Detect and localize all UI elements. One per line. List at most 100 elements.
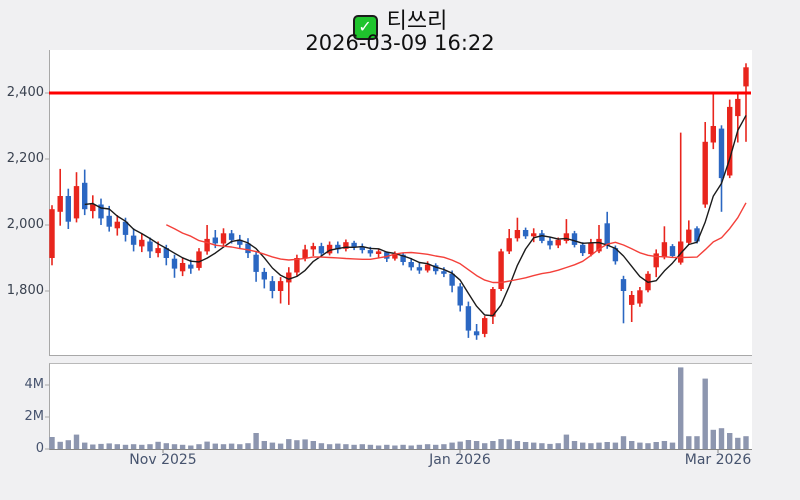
ma-short-line: [84, 115, 747, 317]
candle-body: [531, 233, 537, 237]
volume-bar: [522, 442, 529, 449]
volume-bar: [743, 436, 749, 449]
volume-bar: [678, 367, 684, 449]
volume-bar: [408, 445, 414, 449]
volume-bar: [130, 444, 137, 449]
candle-body: [286, 272, 292, 283]
ma-long-line: [165, 202, 747, 284]
candle-body: [457, 286, 463, 306]
candle-body: [196, 251, 202, 268]
volume-bar: [596, 442, 602, 449]
volume-bar: [106, 443, 112, 449]
candle-body: [179, 263, 186, 272]
volume-bar: [188, 445, 194, 449]
candle-body: [204, 238, 210, 252]
volume-bar: [375, 445, 382, 449]
volume-bar: [637, 442, 643, 449]
candle-body: [498, 251, 504, 289]
volume-plot-area: [49, 363, 752, 450]
price-axis-label: 1,800: [6, 283, 44, 298]
candle-body: [237, 239, 243, 245]
candle-body: [727, 106, 733, 176]
volume-bar: [433, 444, 439, 449]
candle-body: [245, 243, 251, 254]
candle-body: [465, 306, 472, 331]
candle-body: [620, 279, 627, 291]
volume-bar: [629, 441, 635, 449]
date-axis-label: Mar 2026: [684, 452, 752, 468]
volume-bar: [531, 442, 537, 449]
volume-bar: [196, 444, 202, 449]
candle-body: [130, 235, 137, 245]
candle-body: [735, 98, 741, 117]
candle-body: [375, 251, 382, 254]
volume-bar: [694, 436, 700, 449]
candle-body: [326, 244, 333, 254]
candle-body: [563, 233, 570, 241]
volume-bar: [580, 442, 586, 449]
candle-body: [547, 240, 553, 246]
candle-body: [392, 254, 398, 259]
check-icon: ✓: [352, 15, 378, 40]
volume-bar: [547, 443, 553, 449]
candle-body: [702, 141, 708, 205]
volume-bar: [702, 378, 708, 449]
candle-body: [678, 241, 684, 263]
volume-bar: [163, 443, 169, 449]
candle-body: [514, 230, 521, 239]
candle-body: [114, 221, 120, 229]
volume-bar: [645, 443, 651, 449]
volume-bar: [122, 444, 129, 449]
candle-body: [318, 246, 325, 254]
candle-body: [441, 271, 447, 274]
candle-body: [669, 246, 676, 256]
volume-bar: [114, 444, 120, 449]
candle-body: [188, 264, 194, 269]
candle-body: [228, 233, 235, 240]
candle-body: [400, 254, 406, 262]
candle-body: [163, 248, 169, 258]
candle-body: [433, 265, 439, 272]
candle-body: [490, 289, 496, 317]
candle-body: [661, 242, 668, 258]
candle-body: [473, 331, 480, 336]
candle-body: [82, 182, 88, 210]
date-axis-label: Nov 2025: [129, 452, 197, 468]
candle-body: [106, 215, 112, 227]
candle-body: [424, 264, 431, 271]
volume-bar: [335, 443, 341, 449]
candle-body: [539, 233, 545, 241]
volume-bar: [416, 444, 423, 449]
volume-axis-label: 0: [35, 441, 44, 456]
volume-axis-label: 4M: [24, 377, 45, 392]
volume-bar: [473, 441, 480, 449]
candle-body: [743, 67, 749, 87]
volume-bar: [588, 443, 594, 449]
candle-body: [294, 258, 300, 273]
candle-body: [384, 252, 390, 259]
candle-body: [637, 290, 643, 304]
volume-bar: [612, 442, 619, 449]
volume-bar: [171, 444, 178, 449]
volume-bar: [343, 444, 349, 449]
candle-body: [718, 128, 725, 179]
stock-name: 티쓰리: [386, 9, 448, 34]
candle-body: [90, 204, 96, 212]
candle-body: [408, 262, 414, 268]
volume-bar: [310, 441, 316, 449]
candle-body: [220, 233, 227, 244]
volume-bar: [384, 444, 390, 449]
volume-bar: [490, 441, 496, 449]
volume-bar: [449, 442, 455, 449]
volume-bar: [65, 440, 71, 449]
volume-bar: [669, 442, 676, 449]
candle-body: [269, 281, 276, 291]
candle-body: [482, 318, 488, 334]
candle-body: [171, 258, 178, 269]
volume-bar: [237, 444, 243, 449]
volume-bar: [727, 433, 733, 449]
volume-bar: [539, 443, 545, 449]
volume-bar: [318, 443, 325, 449]
date-axis-label: Jan 2026: [429, 452, 491, 468]
